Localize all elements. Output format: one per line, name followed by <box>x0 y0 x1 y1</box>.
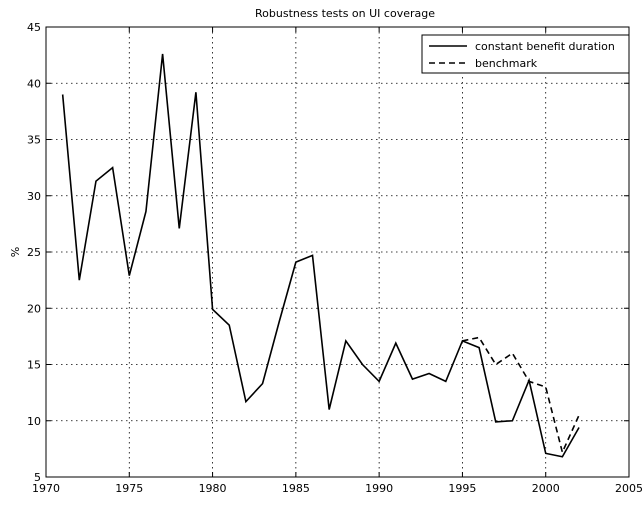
x-tick-label: 1975 <box>115 482 143 495</box>
y-tick-label: 25 <box>27 246 41 259</box>
x-tick-label: 1995 <box>448 482 476 495</box>
legend: constant benefit duration benchmark <box>421 34 630 74</box>
y-tick-label: 40 <box>27 77 41 90</box>
y-tick-label: 10 <box>27 415 41 428</box>
y-tick-label: 30 <box>27 190 41 203</box>
x-tick-label: 2000 <box>532 482 560 495</box>
x-axis-tick-labels: 1970 1975 1980 1985 1990 1995 2000 2005 <box>32 482 643 495</box>
series-line-constant-benefit-duration <box>61 53 580 458</box>
y-tick-label: 45 <box>27 21 41 34</box>
series-layer <box>61 53 580 458</box>
grid-lines <box>46 27 629 477</box>
y-tick-label: 5 <box>34 471 41 484</box>
axis-ticks <box>45 26 630 478</box>
y-axis-tick-labels: 5 10 15 20 25 30 35 40 45 <box>27 21 41 484</box>
series-line-benchmark <box>462 336 580 455</box>
y-axis-label: % <box>9 247 22 257</box>
y-tick-label: 15 <box>27 359 41 372</box>
legend-label-constant-benefit-duration: constant benefit duration <box>475 40 615 53</box>
x-tick-label: 1990 <box>365 482 393 495</box>
x-tick-label: 1980 <box>199 482 227 495</box>
legend-label-benchmark: benchmark <box>475 57 538 70</box>
x-tick-label: 1985 <box>282 482 310 495</box>
y-tick-label: 35 <box>27 134 41 147</box>
x-tick-label: 2005 <box>615 482 643 495</box>
y-tick-label: 20 <box>27 302 41 315</box>
legend-box <box>421 34 630 74</box>
chart-title: Robustness tests on UI coverage <box>255 7 435 20</box>
x-tick-label: 1970 <box>32 482 60 495</box>
